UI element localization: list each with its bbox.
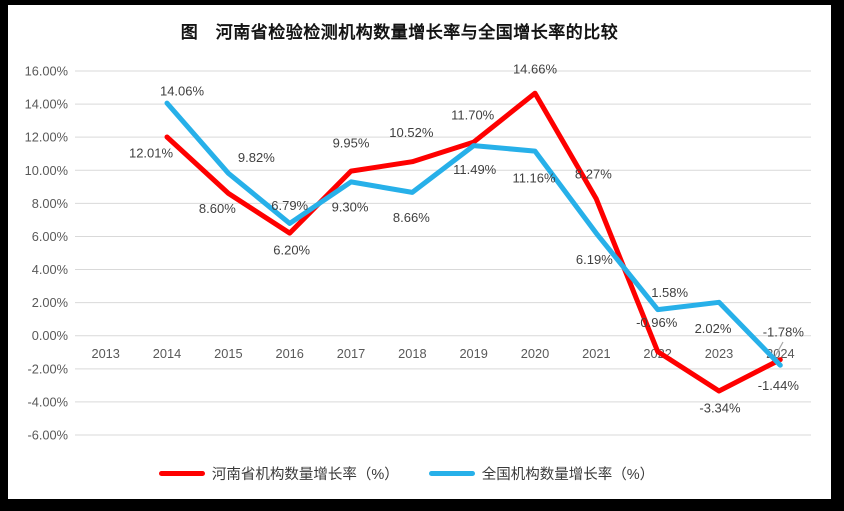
national-series-swatch-icon	[428, 470, 475, 476]
data-label-series-1: 9.30%	[332, 199, 369, 214]
data-label-series-0: 10.52%	[389, 125, 434, 140]
data-label-series-1: 2.02%	[695, 321, 732, 336]
y-tick-label: 8.00%	[32, 196, 68, 211]
legend-item-national: 全国机构数量增长率（%）	[428, 463, 655, 484]
x-tick-label: 2018	[398, 346, 426, 361]
data-label-series-0: 9.95%	[333, 136, 370, 151]
data-label-series-0: 8.60%	[199, 201, 236, 216]
data-label-series-0: 12.01%	[129, 146, 174, 161]
y-tick-label: 6.00%	[32, 229, 68, 244]
y-tick-label: -2.00%	[27, 361, 68, 376]
data-label-series-0: 11.70%	[451, 108, 495, 123]
y-tick-label: -4.00%	[27, 394, 68, 409]
x-tick-label: 2015	[214, 346, 242, 361]
x-tick-label: 2013	[91, 346, 119, 361]
x-tick-label: 2019	[459, 346, 487, 361]
y-tick-label: 0.00%	[32, 328, 68, 343]
data-label-series-1: 1.58%	[651, 285, 688, 300]
y-tick-label: 10.00%	[25, 163, 68, 178]
x-tick-label: 2020	[521, 346, 549, 361]
chart-title: 图 河南省检验检测机构数量增长率与全国增长率的比较	[180, 23, 619, 42]
data-label-series-1: 11.49%	[453, 162, 497, 177]
series-line-0	[164, 90, 783, 394]
data-label-series-1: -1.78%	[763, 325, 805, 340]
x-tick-label: 2014	[153, 346, 181, 361]
y-tick-label: 2.00%	[32, 295, 68, 310]
data-label-series-1: 8.66%	[393, 210, 430, 225]
y-tick-label: 12.00%	[25, 130, 68, 145]
y-tick-label: 16.00%	[25, 64, 68, 79]
data-label-series-0: -1.44%	[758, 378, 800, 393]
data-label-series-1: 6.19%	[576, 252, 613, 267]
legend-label-henan: 河南省机构数量增长率（%）	[211, 466, 399, 483]
chart-legend: 河南省机构数量增长率（%） 全国机构数量增长率（%）	[8, 462, 805, 484]
data-label-series-0: -0.96%	[636, 315, 678, 330]
data-label-series-0: -3.34%	[699, 400, 741, 415]
data-label-series-0: 14.66%	[513, 62, 558, 77]
data-label-series-0: 6.20%	[273, 243, 310, 258]
x-tick-label: 2016	[275, 346, 303, 361]
series-line-1	[164, 100, 783, 368]
x-tick-label: 2021	[582, 346, 610, 361]
line-chart: 16.00% 14.00% 12.00% 10.00% 8.00% 6.00% 4.00% 2…	[25, 62, 811, 443]
y-tick-label: 14.00%	[25, 97, 68, 112]
legend-label-national: 全国机构数量增长率（%）	[481, 466, 655, 483]
data-label-series-1: 14.06%	[160, 84, 205, 99]
y-tick-label: 4.00%	[32, 262, 68, 277]
data-label-series-0: 8.27%	[575, 166, 612, 181]
y-tick-label: -6.00%	[27, 428, 68, 443]
data-label-series-1: 11.16%	[512, 171, 556, 186]
henan-series-swatch-icon	[158, 470, 205, 476]
data-label-series-1: 6.79%	[271, 198, 308, 213]
x-tick-label: 2017	[337, 346, 365, 361]
legend-item-henan: 河南省机构数量增长率（%）	[158, 463, 399, 484]
data-label-series-1: 9.82%	[238, 150, 275, 165]
x-tick-label: 2023	[705, 346, 733, 361]
